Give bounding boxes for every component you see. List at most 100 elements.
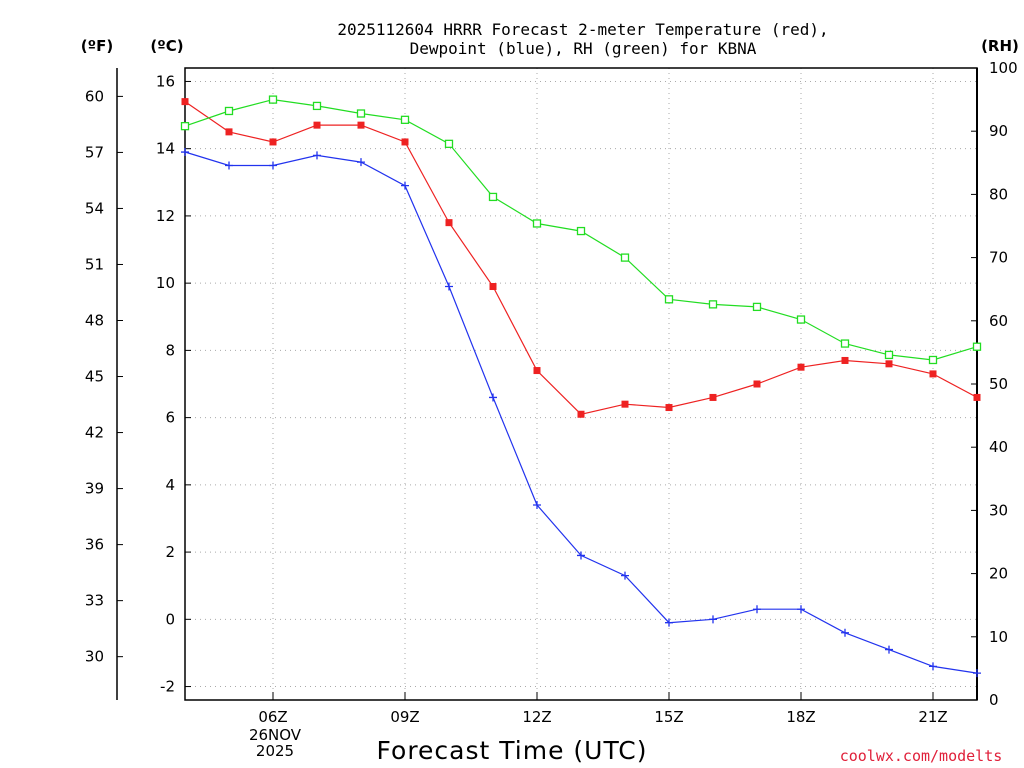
date-label-line2: 2025	[256, 742, 294, 760]
rh-tick-label: 20	[989, 565, 1008, 583]
rh-tick-label: 50	[989, 375, 1008, 393]
rh-point	[884, 350, 894, 360]
fahrenheit-tick-label: 42	[85, 424, 104, 442]
fahrenheit-tick-label: 60	[85, 87, 104, 105]
rh-tick-label: 90	[989, 122, 1008, 140]
rh-tick-label: 40	[989, 438, 1008, 456]
celsius-tick-label: 12	[156, 207, 175, 225]
temperature-point	[401, 138, 409, 146]
dewpoint-point	[225, 161, 233, 170]
dewpoint-point	[357, 158, 365, 167]
celsius-tick-label: 0	[165, 610, 175, 628]
rh-point	[224, 106, 234, 116]
fahrenheit-tick-label: 54	[85, 199, 104, 217]
celsius-tick-label: 2	[165, 543, 175, 561]
rh-tick-label: 100	[989, 59, 1018, 77]
fahrenheit-tick-label: 51	[85, 255, 104, 273]
rh-point	[664, 295, 674, 304]
chart-title-line1: 2025112604 HRRR Forecast 2-meter Tempera…	[337, 20, 828, 39]
fahrenheit-tick-label: 36	[85, 536, 104, 554]
temperature-point	[753, 380, 761, 388]
temperature-point	[929, 370, 937, 378]
temperature-point	[841, 356, 849, 364]
fahrenheit-tick-label: 48	[85, 312, 104, 330]
plot-frame	[184, 67, 978, 701]
fahrenheit-tick-label: 57	[85, 143, 104, 161]
rh-tick-label: 10	[989, 628, 1008, 646]
rh-point	[400, 115, 410, 124]
temperature-point	[533, 367, 541, 375]
dewpoint-point	[269, 161, 277, 170]
temperature-point	[489, 283, 497, 291]
rh-point	[488, 192, 498, 202]
celsius-tick-label: 4	[165, 476, 175, 494]
fahrenheit-tick-label: 30	[85, 648, 104, 666]
dewpoint-point	[577, 551, 585, 560]
rh-point	[268, 95, 278, 104]
rh-point	[752, 302, 762, 312]
temperature-point	[665, 404, 673, 412]
temperature-point	[181, 98, 189, 106]
temperature-point	[621, 400, 629, 408]
date-label-line1: 26NOV	[249, 726, 302, 744]
temperature-point	[313, 121, 321, 129]
rh-point	[840, 339, 850, 348]
rh-point	[312, 101, 322, 111]
rh-tick-label: 70	[989, 249, 1008, 267]
dewpoint-point	[885, 645, 893, 654]
watermark: coolwx.com/modelts	[840, 747, 1003, 765]
x-tick-label: 12Z	[522, 708, 551, 726]
rh-tick-label: 0	[989, 691, 999, 709]
dewpoint-point	[621, 571, 629, 580]
dewpoint-point	[489, 393, 497, 402]
x-tick-label: 09Z	[390, 708, 419, 726]
celsius-unit-label: (ºC)	[150, 37, 183, 55]
temperature-point	[445, 219, 453, 227]
dewpoint-point	[797, 605, 805, 614]
rh-point	[796, 315, 806, 324]
fahrenheit-unit-label: (ºF)	[81, 37, 113, 55]
rh-point	[444, 139, 454, 148]
rh-point	[620, 253, 630, 262]
dewpoint-point	[973, 669, 981, 678]
fahrenheit-tick-label: 39	[85, 480, 104, 498]
dewpoint-point	[445, 282, 453, 291]
temperature-point	[269, 138, 277, 146]
temperature-point	[225, 128, 233, 136]
temperature-point	[797, 363, 805, 371]
rh-point	[532, 219, 542, 228]
x-tick-label: 06Z	[258, 708, 287, 726]
dewpoint-point	[753, 605, 761, 614]
x-tick-label: 21Z	[918, 708, 947, 726]
chart-title-line2: Dewpoint (blue), RH (green) for KBNA	[410, 39, 757, 58]
dewpoint-point	[841, 628, 849, 637]
rh-point	[972, 342, 982, 351]
temperature-point	[709, 393, 717, 401]
rh-point	[180, 121, 190, 131]
celsius-tick-label: 10	[156, 274, 175, 292]
rh-tick-label: 80	[989, 185, 1008, 203]
x-tick-label: 18Z	[786, 708, 815, 726]
rh-unit-label: (RH)	[981, 37, 1019, 55]
x-axis-title: Forecast Time (UTC)	[377, 736, 648, 765]
dewpoint-point	[401, 181, 409, 190]
rh-point	[576, 226, 586, 236]
rh-point	[708, 300, 718, 309]
series-layer	[180, 95, 982, 678]
dewpoint-point	[665, 618, 673, 627]
axes: 06Z 09Z 12Z 15Z 18Z 21Z -2 0 2 4 6 8 10 12 14 16 30 33 36 3…	[85, 59, 1018, 726]
temperature-point	[885, 360, 893, 368]
rh-tick-label: 60	[989, 312, 1008, 330]
temperature-point	[357, 121, 365, 129]
celsius-tick-label: 14	[156, 140, 175, 158]
celsius-tick-label: 8	[165, 341, 175, 359]
rh-point	[356, 109, 366, 118]
rh-tick-label: 30	[989, 501, 1008, 519]
dewpoint-point	[313, 151, 321, 160]
x-tick-label: 15Z	[654, 708, 683, 726]
dewpoint-point	[929, 662, 937, 671]
temperature-point	[973, 393, 981, 401]
celsius-tick-label: 16	[156, 72, 175, 90]
fahrenheit-tick-label: 45	[85, 368, 104, 386]
